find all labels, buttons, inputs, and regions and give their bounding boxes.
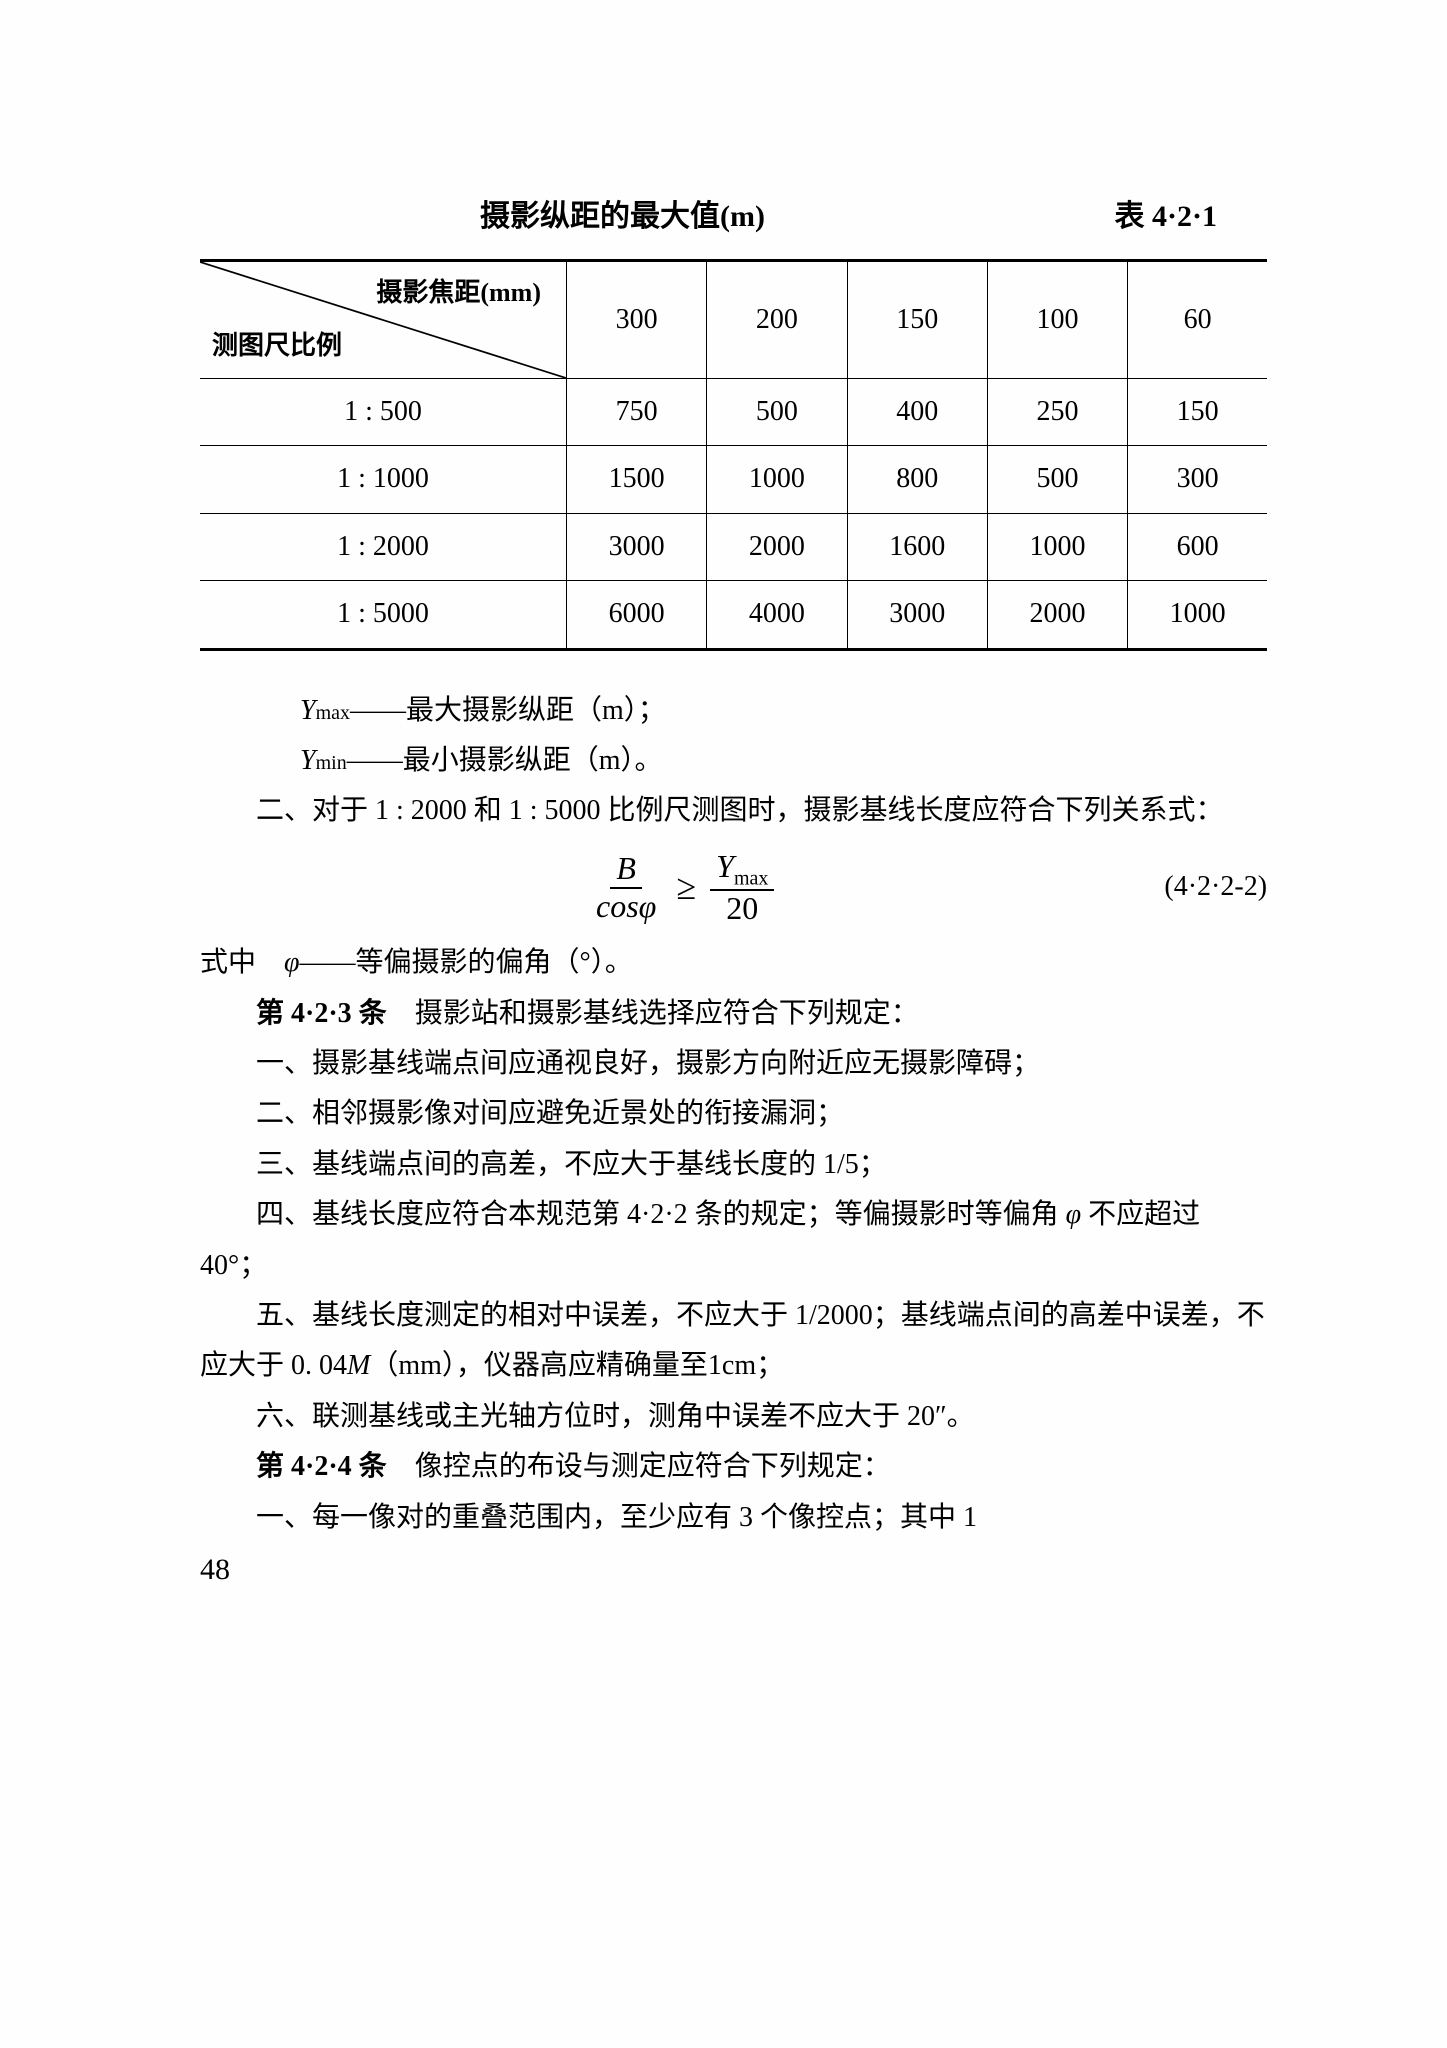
cell: 1000 <box>1128 581 1267 649</box>
col-header: 100 <box>987 261 1127 379</box>
item-6: 六、联测基线或主光轴方位时，测角中误差不应大于 20″。 <box>200 1392 1267 1442</box>
item-1: 一、摄影基线端点间应通视良好，摄影方向附近应无摄影障碍； <box>200 1039 1267 1089</box>
col-header: 300 <box>567 261 707 379</box>
row-label: 1 : 500 <box>200 379 567 446</box>
cell: 500 <box>987 446 1127 513</box>
table-row: 1 : 2000 3000 2000 1600 1000 600 <box>200 513 1267 580</box>
clause-4-2-4: 第 4·2·4 条 像控点的布设与测定应符合下列规定： <box>200 1442 1267 1492</box>
paragraph-2: 二、对于 1 : 2000 和 1 : 5000 比例尺测图时，摄影基线长度应符… <box>200 786 1267 836</box>
cell: 1500 <box>567 446 707 513</box>
cell: 3000 <box>847 581 987 649</box>
table-row: 1 : 1000 1500 1000 800 500 300 <box>200 446 1267 513</box>
eq-num2: Y <box>716 848 734 884</box>
eq-den2: 20 <box>720 891 764 926</box>
data-table: 摄影焦距(mm) 测图尺比例 300 200 150 100 60 1 : 50… <box>200 259 1267 651</box>
ymax-definition: Ymax——最大摄影纵距（m）； <box>300 686 1267 736</box>
cell: 4000 <box>707 581 847 649</box>
cell: 150 <box>1128 379 1267 446</box>
table-row: 1 : 5000 6000 4000 3000 2000 1000 <box>200 581 1267 649</box>
ymin-text: ——最小摄影纵距（m）。 <box>347 736 663 786</box>
item-424-1: 一、每一像对的重叠范围内，至少应有 3 个像控点；其中 1 <box>200 1493 1267 1543</box>
eq-num1: B <box>610 851 642 888</box>
table-title: 摄影纵距的最大值(m) <box>480 190 765 244</box>
item-2: 二、相邻摄影像对间应避免近景处的衔接漏洞； <box>200 1089 1267 1139</box>
cell: 750 <box>567 379 707 446</box>
row-label: 1 : 2000 <box>200 513 567 580</box>
diag-header-top: 摄影焦距(mm) <box>376 270 541 317</box>
equation-label: (4·2·2-2) <box>1164 862 1267 912</box>
diag-header-bottom: 测图尺比例 <box>212 323 342 370</box>
cell: 800 <box>847 446 987 513</box>
ymax-text: ——最大摄影纵距（m）； <box>350 686 666 736</box>
phi-definition: 式中 φ——等偏摄影的偏角（°）。 <box>200 938 1267 988</box>
cell: 1000 <box>987 513 1127 580</box>
cell: 1600 <box>847 513 987 580</box>
cell: 400 <box>847 379 987 446</box>
eq-phi: φ <box>639 888 657 924</box>
diagonal-header: 摄影焦距(mm) 测图尺比例 <box>200 261 567 379</box>
cell: 500 <box>707 379 847 446</box>
cell: 6000 <box>567 581 707 649</box>
item-4: 四、基线长度应符合本规范第 4·2·2 条的规定；等偏摄影时等偏角 φ 不应超过… <box>200 1190 1267 1291</box>
row-label: 1 : 1000 <box>200 446 567 513</box>
clause-4-2-3: 第 4·2·3 条 摄影站和摄影基线选择应符合下列规定： <box>200 989 1267 1039</box>
cell: 300 <box>1128 446 1267 513</box>
col-header: 60 <box>1128 261 1267 379</box>
eq-sub2: max <box>734 867 768 889</box>
col-header: 200 <box>707 261 847 379</box>
eq-den1: cos <box>596 888 639 924</box>
item-3: 三、基线端点间的高差，不应大于基线长度的 1/5； <box>200 1140 1267 1190</box>
page-number: 48 <box>200 1543 1267 1597</box>
table-row: 1 : 500 750 500 400 250 150 <box>200 379 1267 446</box>
cell: 250 <box>987 379 1127 446</box>
cell: 2000 <box>987 581 1127 649</box>
equation-4-2-2-2: Bcosφ ≥ Ymax20 (4·2·2-2) <box>200 849 1267 927</box>
table-number: 表 4·2·1 <box>1114 190 1217 244</box>
item-5: 五、基线长度测定的相对中误差，不应大于 1/2000；基线端点间的高差中误差，不… <box>200 1291 1267 1392</box>
cell: 600 <box>1128 513 1267 580</box>
col-header: 150 <box>847 261 987 379</box>
row-label: 1 : 5000 <box>200 581 567 649</box>
cell: 2000 <box>707 513 847 580</box>
cell: 1000 <box>707 446 847 513</box>
cell: 3000 <box>567 513 707 580</box>
ymin-definition: Ymin——最小摄影纵距（m）。 <box>300 736 1267 786</box>
